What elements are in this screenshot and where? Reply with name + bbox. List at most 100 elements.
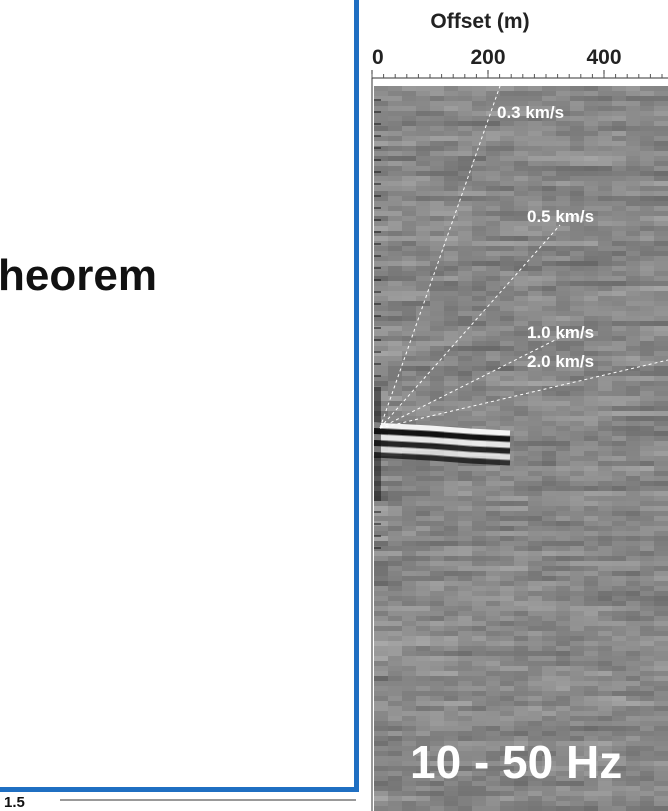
trace-cell <box>416 391 430 396</box>
trace-cell <box>416 401 430 406</box>
trace-cell <box>374 611 388 616</box>
trace-cell <box>514 486 528 491</box>
trace-cell <box>584 421 598 426</box>
trace-cell <box>654 571 668 576</box>
trace-cell <box>654 331 668 336</box>
trace-cell <box>654 326 668 331</box>
trace-cell <box>570 436 584 441</box>
trace-cell <box>612 671 626 676</box>
trace-cell <box>444 346 458 351</box>
trace-cell <box>444 91 458 96</box>
trace-cell <box>640 416 654 421</box>
trace-cell <box>430 601 444 606</box>
trace-cell <box>542 386 556 391</box>
trace-cell <box>654 246 668 251</box>
trace-cell <box>388 391 402 396</box>
trace-cell <box>444 711 458 716</box>
trace-cell <box>640 396 654 401</box>
trace-cell <box>640 331 654 336</box>
trace-cell <box>598 791 612 796</box>
trace-cell <box>640 651 654 656</box>
trace-cell <box>388 786 402 791</box>
trace-cell <box>528 411 542 416</box>
trace-cell <box>388 206 402 211</box>
trace-cell <box>458 291 472 296</box>
trace-cell <box>486 656 500 661</box>
trace-cell <box>514 651 528 656</box>
trace-cell <box>402 101 416 106</box>
trace-cell <box>514 261 528 266</box>
trace-cell <box>654 116 668 121</box>
trace-cell <box>444 216 458 221</box>
trace-cell <box>388 231 402 236</box>
trace-cell <box>556 481 570 486</box>
trace-cell <box>528 296 542 301</box>
trace-cell <box>542 531 556 536</box>
trace-cell <box>570 626 584 631</box>
trace-cell <box>598 616 612 621</box>
trace-cell <box>598 91 612 96</box>
trace-cell <box>458 146 472 151</box>
trace-cell <box>472 616 486 621</box>
trace-cell <box>402 291 416 296</box>
trace-cell <box>416 131 430 136</box>
trace-cell <box>514 541 528 546</box>
trace-cell <box>472 541 486 546</box>
trace-cell <box>626 246 640 251</box>
trace-cell <box>598 136 612 141</box>
trace-cell <box>542 441 556 446</box>
trace-cell <box>598 586 612 591</box>
trace-cell <box>570 716 584 721</box>
trace-cell <box>542 616 556 621</box>
trace-cell <box>528 416 542 421</box>
trace-cell <box>444 421 458 426</box>
trace-cell <box>388 216 402 221</box>
trace-cell <box>500 796 514 801</box>
trace-cell <box>584 241 598 246</box>
trace-cell <box>640 796 654 801</box>
trace-cell <box>514 611 528 616</box>
trace-cell <box>640 246 654 251</box>
trace-cell <box>472 471 486 476</box>
trace-cell <box>472 626 486 631</box>
trace-cell <box>514 91 528 96</box>
trace-cell <box>584 231 598 236</box>
trace-cell <box>444 651 458 656</box>
trace-cell <box>388 506 402 511</box>
trace-cell <box>388 751 402 756</box>
trace-cell <box>458 641 472 646</box>
trace-cell <box>654 711 668 716</box>
trace-cell <box>514 296 528 301</box>
trace-cell <box>612 101 626 106</box>
trace-cell <box>542 371 556 376</box>
trace-cell <box>472 576 486 581</box>
trace-cell <box>598 611 612 616</box>
trace-cell <box>416 126 430 131</box>
trace-cell <box>640 276 654 281</box>
trace-cell <box>500 141 514 146</box>
trace-cell <box>444 466 458 471</box>
trace-cell <box>640 496 654 501</box>
trace-cell <box>654 126 668 131</box>
trace-cell <box>626 356 640 361</box>
trace-cell <box>444 126 458 131</box>
trace-cell <box>514 286 528 291</box>
trace-cell <box>612 531 626 536</box>
trace-cell <box>570 641 584 646</box>
trace-cell <box>500 596 514 601</box>
trace-cell <box>570 111 584 116</box>
trace-cell <box>430 701 444 706</box>
trace-cell <box>500 691 514 696</box>
trace-cell <box>458 341 472 346</box>
trace-cell <box>612 351 626 356</box>
trace-cell <box>598 321 612 326</box>
trace-cell <box>640 121 654 126</box>
trace-cell <box>556 226 570 231</box>
trace-cell <box>626 781 640 786</box>
trace-cell <box>458 326 472 331</box>
trace-cell <box>626 161 640 166</box>
trace-cell <box>640 381 654 386</box>
trace-cell <box>654 266 668 271</box>
trace-cell <box>528 726 542 731</box>
trace-cell <box>654 511 668 516</box>
